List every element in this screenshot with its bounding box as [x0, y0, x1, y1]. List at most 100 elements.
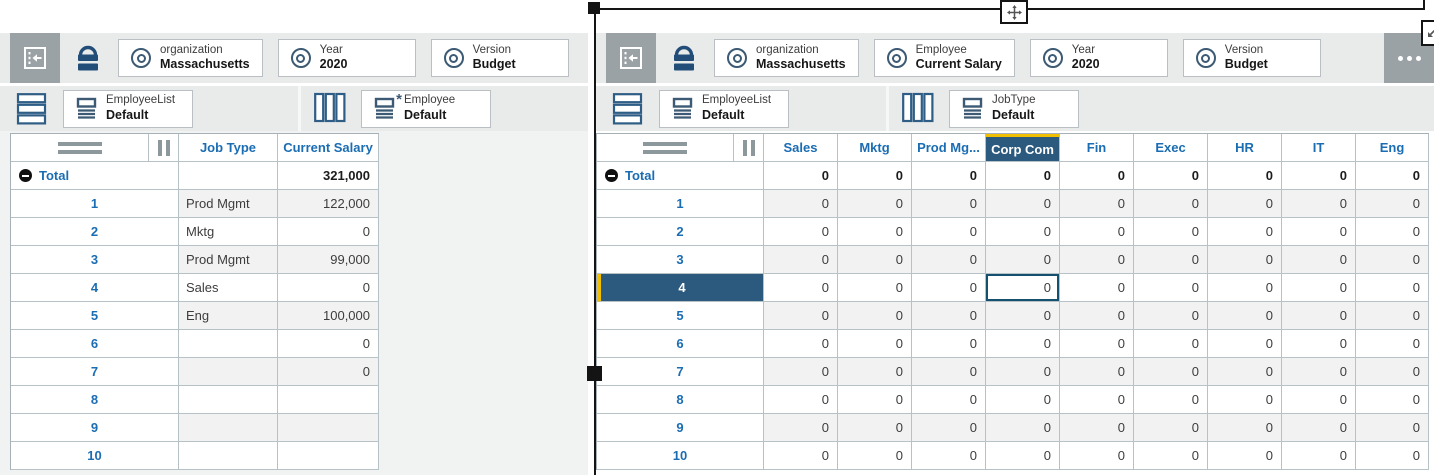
grid-cell[interactable]: 0: [1282, 442, 1356, 470]
row-header-4[interactable]: 4: [11, 274, 179, 302]
grid-cell[interactable]: [179, 442, 278, 470]
row-header-7[interactable]: 7: [597, 358, 764, 386]
row-header-7[interactable]: 7: [11, 358, 179, 386]
grid-cell[interactable]: 0: [764, 302, 838, 330]
grid-cell[interactable]: 0: [1134, 386, 1208, 414]
grid-cell[interactable]: 0: [278, 218, 379, 246]
grid-cell[interactable]: [179, 358, 278, 386]
grid-widget-left[interactable]: organization Massachusetts Year 2020 Version…: [0, 30, 588, 475]
grid-cell[interactable]: 0: [838, 358, 912, 386]
grid-cell[interactable]: 0: [1134, 246, 1208, 274]
grid-cell[interactable]: 0: [1208, 386, 1282, 414]
grid-cell[interactable]: 0: [1060, 414, 1134, 442]
grid-cell[interactable]: 0: [764, 190, 838, 218]
row-header-10[interactable]: 10: [597, 442, 764, 470]
grid-cell[interactable]: 0: [1060, 386, 1134, 414]
row-header-1[interactable]: 1: [11, 190, 179, 218]
grid-cell[interactable]: 0: [912, 358, 986, 386]
row-header-3[interactable]: 3: [11, 246, 179, 274]
grid-cell[interactable]: 0: [986, 330, 1060, 358]
grid-cell[interactable]: 0: [1134, 358, 1208, 386]
dimension-chip-organization[interactable]: organization Massachusetts: [118, 39, 263, 77]
grid-cell[interactable]: 0: [1208, 330, 1282, 358]
grid-cell[interactable]: 0: [986, 218, 1060, 246]
collapse-minus-icon[interactable]: [605, 169, 618, 182]
grid-cell[interactable]: 0: [838, 190, 912, 218]
grid-cell[interactable]: 0: [838, 302, 912, 330]
dimension-chip-year[interactable]: Year 2020: [277, 39, 416, 77]
grid-cell[interactable]: 0: [838, 162, 912, 190]
grid-cell[interactable]: [179, 414, 278, 442]
grid-cell[interactable]: 0: [838, 414, 912, 442]
grid-cell[interactable]: 0: [1060, 274, 1134, 302]
grid-cell[interactable]: 0: [986, 386, 1060, 414]
grid-cell[interactable]: 0: [1134, 190, 1208, 218]
grid-cell[interactable]: 0: [1282, 414, 1356, 442]
grid-cell[interactable]: 0: [838, 386, 912, 414]
data-grid-right[interactable]: Sales Mktg Prod Mg... Corp Com Fin Exec HR IT En…: [596, 133, 1429, 470]
grid-cell[interactable]: 0: [1208, 414, 1282, 442]
grid-cell[interactable]: [278, 414, 379, 442]
grid-cell[interactable]: 0: [1060, 358, 1134, 386]
row-header-2[interactable]: 2: [597, 218, 764, 246]
row-header-9[interactable]: 9: [597, 414, 764, 442]
grid-cell[interactable]: [179, 330, 278, 358]
grid-cell[interactable]: 0: [764, 330, 838, 358]
grid-cell[interactable]: 0: [1282, 162, 1356, 190]
grid-cell[interactable]: 0: [1134, 414, 1208, 442]
row-header-4[interactable]: 4: [597, 274, 764, 302]
grid-cell[interactable]: 0: [1282, 190, 1356, 218]
grid-cell[interactable]: 0: [1060, 330, 1134, 358]
grid-cell[interactable]: 0: [1060, 302, 1134, 330]
grid-cell[interactable]: 0: [912, 218, 986, 246]
row-header-5[interactable]: 5: [597, 302, 764, 330]
grid-cell[interactable]: 0: [912, 302, 986, 330]
grid-cell[interactable]: 0: [764, 414, 838, 442]
grid-cell[interactable]: 0: [1282, 358, 1356, 386]
column-header-sales[interactable]: Sales: [764, 134, 838, 162]
grid-cell[interactable]: 0: [986, 246, 1060, 274]
grid-cell[interactable]: 0: [1208, 358, 1282, 386]
grid-cell[interactable]: 0: [1060, 190, 1134, 218]
grid-cell[interactable]: 0: [1060, 218, 1134, 246]
rows-axis-chip[interactable]: EmployeeList Default: [659, 89, 789, 128]
grid-cell[interactable]: 0: [1356, 330, 1429, 358]
collapse-panel-button[interactable]: [606, 33, 656, 83]
move-widget-icon[interactable]: [1000, 0, 1028, 24]
grid-cell[interactable]: 0: [764, 386, 838, 414]
grid-cell[interactable]: 0: [764, 218, 838, 246]
grid-cell[interactable]: 0: [1356, 414, 1429, 442]
row-header-5[interactable]: 5: [11, 302, 179, 330]
grid-cell[interactable]: 0: [912, 274, 986, 302]
grid-cell[interactable]: 0: [764, 162, 838, 190]
row-header-1[interactable]: 1: [597, 190, 764, 218]
grid-cell[interactable]: 0: [1282, 302, 1356, 330]
grid-cell[interactable]: 99,000: [278, 246, 379, 274]
grid-cell[interactable]: 0: [764, 246, 838, 274]
grid-cell[interactable]: 100,000: [278, 302, 379, 330]
grid-cell[interactable]: 0: [912, 162, 986, 190]
row-header-6[interactable]: 6: [597, 330, 764, 358]
grid-cell[interactable]: [278, 442, 379, 470]
grid-cell[interactable]: 0: [986, 162, 1060, 190]
grid-cell[interactable]: 0: [986, 442, 1060, 470]
collapse-panel-button[interactable]: [10, 33, 60, 83]
row-header-9[interactable]: 9: [11, 414, 179, 442]
grid-cell[interactable]: 0: [1356, 246, 1429, 274]
grid-cell[interactable]: 0: [838, 330, 912, 358]
row-header-10[interactable]: 10: [11, 442, 179, 470]
grid-cell[interactable]: 0: [278, 358, 379, 386]
columns-axis-icon[interactable]: [901, 92, 935, 125]
grid-cell[interactable]: 0: [1356, 386, 1429, 414]
grid-cell[interactable]: Sales: [179, 274, 278, 302]
grid-cell[interactable]: 0: [764, 358, 838, 386]
row-header-total[interactable]: Total: [597, 162, 764, 190]
grid-cell[interactable]: 0: [1208, 274, 1282, 302]
grid-cell[interactable]: 0: [1356, 358, 1429, 386]
grid-cell[interactable]: 0: [912, 330, 986, 358]
column-header-hr[interactable]: HR: [1208, 134, 1282, 162]
selected-grid-cell[interactable]: 0: [986, 274, 1060, 302]
grid-cell[interactable]: 0: [1356, 442, 1429, 470]
grid-cell[interactable]: 0: [1282, 274, 1356, 302]
grid-cell[interactable]: 0: [1208, 190, 1282, 218]
